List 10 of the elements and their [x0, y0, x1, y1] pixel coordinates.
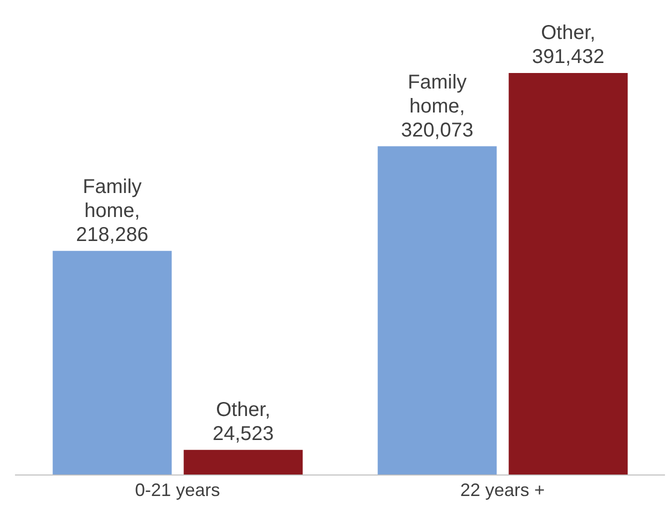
data-label: Other, 24,523 — [212, 398, 274, 445]
data-label: Family home, 320,073 — [401, 71, 474, 142]
bar — [508, 73, 628, 475]
data-label: Family home, 218,286 — [76, 176, 148, 246]
bar — [184, 450, 303, 475]
bar — [52, 250, 172, 475]
x-tick-label: 0-21 years — [134, 480, 220, 500]
bar — [378, 146, 497, 475]
x-tick-label: 22 years + — [460, 480, 545, 500]
data-label: Other, 391,432 — [532, 22, 604, 68]
